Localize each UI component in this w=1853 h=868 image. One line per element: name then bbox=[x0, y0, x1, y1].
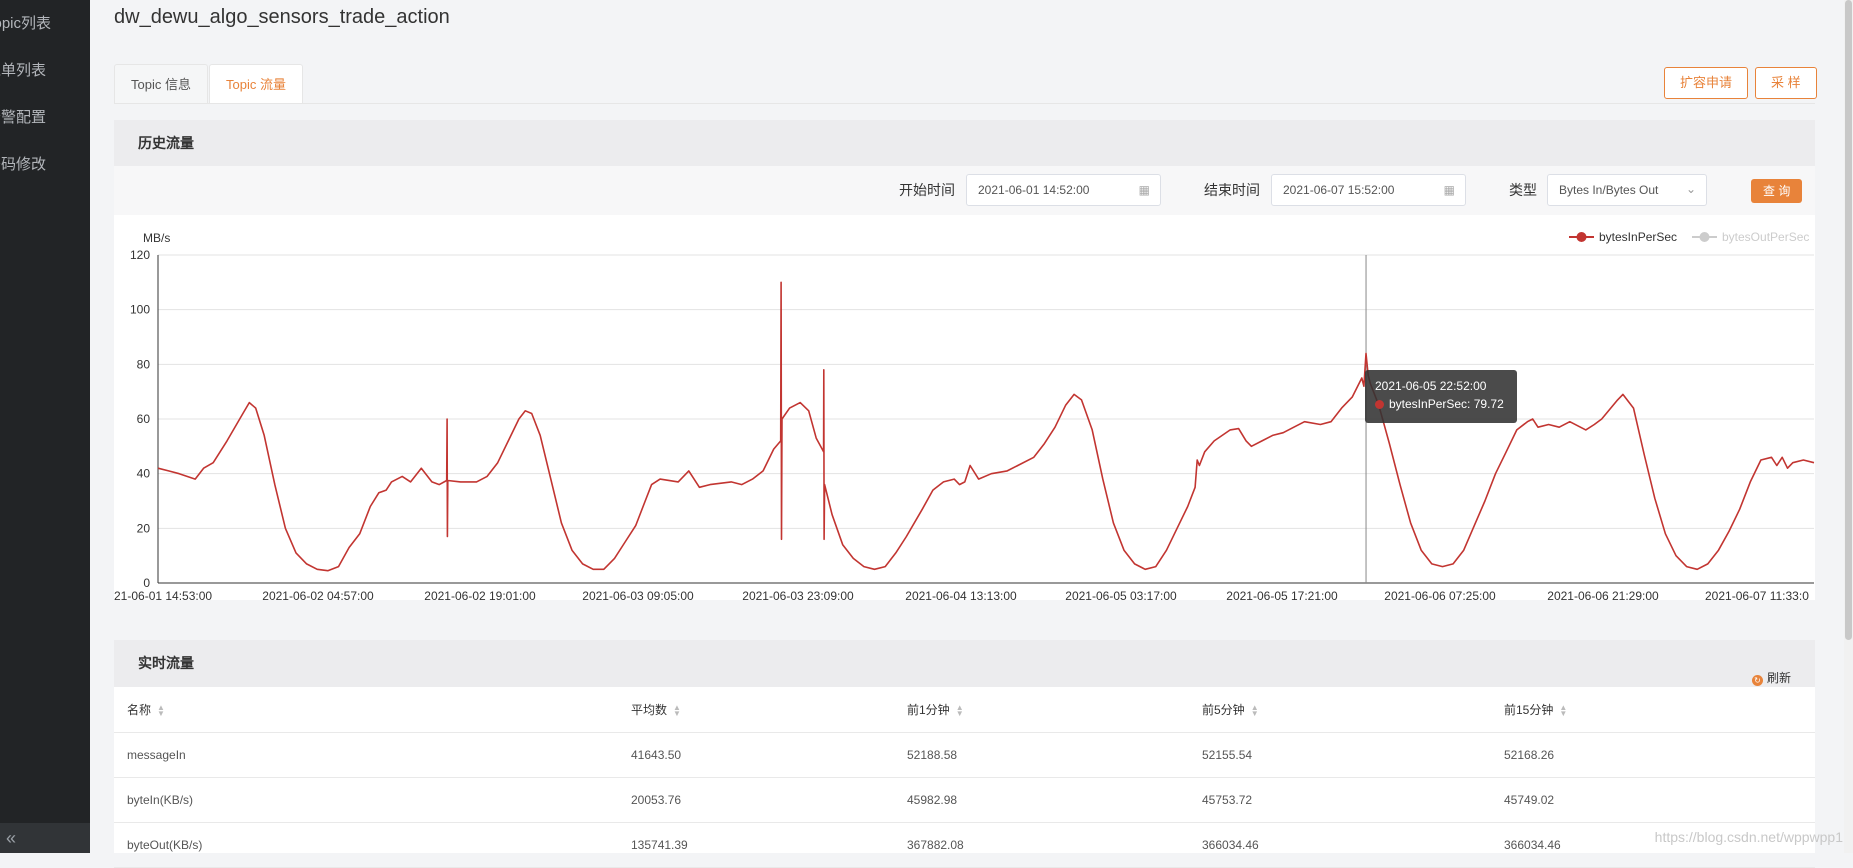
history-traffic-title: 历史流量 bbox=[114, 120, 1815, 166]
y-tick-label: 0 bbox=[143, 576, 150, 590]
sidebar-item-password-change[interactable]: 密码修改 bbox=[0, 156, 47, 173]
legend-marker-bytesInPerSec bbox=[1576, 232, 1587, 242]
type-select[interactable]: Bytes In/Bytes Out ⌄ bbox=[1547, 174, 1707, 206]
sidebar-item-topic-list[interactable]: Topic列表 bbox=[0, 15, 52, 32]
history-traffic-chart: 0 20 40 60 80 100 120 MB/s 21-06-01 14:53:00 2021… bbox=[114, 230, 1815, 600]
legend-marker-bytesOutPerSec bbox=[1699, 232, 1710, 242]
calendar-icon: ▦ bbox=[1443, 183, 1455, 197]
y-tick-label: 20 bbox=[137, 521, 151, 535]
sample-button[interactable]: 采 样 bbox=[1755, 67, 1817, 99]
cell-average: 135741.39 bbox=[618, 822, 894, 868]
sidebar: Topic列表 工单列表 告警配置 密码修改 « bbox=[0, 0, 90, 853]
x-tick-label: 2021-06-05 03:17:00 bbox=[1065, 589, 1177, 600]
cell-name: byteIn(KB/s) bbox=[114, 777, 618, 823]
cell-15min: 52168.26 bbox=[1491, 732, 1815, 778]
chart-tooltip: 2021-06-05 22:52:00 bytesInPerSec: 79.72 bbox=[1365, 370, 1517, 423]
filter-bar: 开始时间 2021-06-01 14:52:00 ▦ 结束时间 2021-06-… bbox=[114, 166, 1815, 215]
realtime-traffic-title: 实时流量 bbox=[138, 655, 194, 671]
x-tick-label: 2021-06-05 17:21:00 bbox=[1226, 589, 1338, 600]
start-time-label: 开始时间 bbox=[899, 182, 955, 198]
cell-1min: 52188.58 bbox=[894, 732, 1189, 778]
legend-label-bytesInPerSec: bytesInPerSec bbox=[1599, 230, 1677, 244]
sort-icon[interactable]: ▲ ▼ bbox=[157, 702, 165, 718]
sort-icon[interactable]: ▲ ▼ bbox=[955, 702, 964, 718]
sidebar-collapse-icon[interactable]: « bbox=[0, 823, 90, 853]
sort-icon[interactable]: ▲ ▼ bbox=[673, 702, 681, 718]
end-time-label: 结束时间 bbox=[1204, 182, 1260, 198]
tooltip-series: bytesInPerSec bbox=[1389, 397, 1468, 411]
type-select-value: Bytes In/Bytes Out bbox=[1559, 183, 1659, 197]
legend-label-bytesOutPerSec: bytesOutPerSec bbox=[1722, 230, 1809, 244]
x-tick-label: 2021-06-07 11:33:0 bbox=[1705, 589, 1809, 600]
realtime-table: 名称 ▲ ▼ 平均数 ▲ ▼ 前1分钟 ▲ ▼ 前5分钟 ▲ ▼ 前15分钟 ▲ ▼ message… bbox=[114, 687, 1815, 868]
scrollbar[interactable] bbox=[1844, 0, 1853, 853]
tabs-divider bbox=[114, 103, 1815, 104]
x-tick-label: 2021-06-02 19:01:00 bbox=[424, 589, 536, 600]
y-tick-label: 120 bbox=[130, 248, 150, 262]
y-tick-label: 80 bbox=[137, 357, 151, 371]
table-row: byteIn(KB/s) 20053.76 45982.98 45753.72 … bbox=[114, 777, 1815, 823]
table-header-row: 名称 ▲ ▼ 平均数 ▲ ▼ 前1分钟 ▲ ▼ 前5分钟 ▲ ▼ 前15分钟 ▲ ▼ bbox=[114, 687, 1815, 733]
cell-5min: 366034.46 bbox=[1189, 822, 1491, 868]
sidebar-item-ticket-list[interactable]: 工单列表 bbox=[0, 62, 47, 79]
sort-icon[interactable]: ▲ ▼ bbox=[1559, 702, 1568, 718]
history-traffic-card: 历史流量 开始时间 2021-06-01 14:52:00 ▦ 结束时间 202… bbox=[114, 120, 1815, 600]
start-time-input[interactable]: 2021-06-01 14:52:00 ▦ bbox=[966, 174, 1161, 206]
sidebar-item-alert-config[interactable]: 告警配置 bbox=[0, 109, 47, 126]
x-tick-label: 2021-06-06 07:25:00 bbox=[1384, 589, 1496, 600]
column-header-1min[interactable]: 前1分钟 ▲ ▼ bbox=[894, 687, 1189, 733]
x-tick-label: 2021-06-04 13:13:00 bbox=[905, 589, 1017, 600]
cell-1min: 367882.08 bbox=[894, 822, 1189, 868]
start-time-value: 2021-06-01 14:52:00 bbox=[978, 183, 1090, 197]
column-header-5min[interactable]: 前5分钟 ▲ ▼ bbox=[1189, 687, 1491, 733]
cell-5min: 52155.54 bbox=[1189, 732, 1491, 778]
tooltip-time: 2021-06-05 22:52:00 bbox=[1375, 379, 1487, 393]
x-tick-label: 2021-06-06 21:29:00 bbox=[1547, 589, 1659, 600]
cell-15min: 45749.02 bbox=[1491, 777, 1815, 823]
calendar-icon: ▦ bbox=[1138, 183, 1150, 197]
y-tick-label: 40 bbox=[137, 467, 151, 481]
x-tick-label: 21-06-01 14:53:00 bbox=[114, 589, 212, 600]
cell-1min: 45982.98 bbox=[894, 777, 1189, 823]
table-row: messageIn 41643.50 52188.58 52155.54 521… bbox=[114, 732, 1815, 778]
sort-icon[interactable]: ▲ ▼ bbox=[1250, 702, 1259, 718]
scrollbar-thumb[interactable] bbox=[1845, 0, 1852, 640]
cell-name: messageIn bbox=[114, 732, 618, 778]
tooltip-series-dot-icon bbox=[1375, 400, 1384, 409]
x-tick-label: 2021-06-02 04:57:00 bbox=[262, 589, 374, 600]
expand-request-button[interactable]: 扩容申请 bbox=[1664, 67, 1749, 99]
end-time-input[interactable]: 2021-06-07 15:52:00 ▦ bbox=[1271, 174, 1466, 206]
tab-topic-info[interactable]: Topic 信息 bbox=[114, 64, 208, 103]
y-axis-label: MB/s bbox=[143, 231, 170, 245]
table-row: byteOut(KB/s) 135741.39 367882.08 366034… bbox=[114, 822, 1815, 868]
refresh-button[interactable]: ↻ 刷新 bbox=[1751, 655, 1791, 702]
column-header-15min[interactable]: 前15分钟 ▲ ▼ bbox=[1491, 687, 1815, 733]
series-line-bytesInPerSec bbox=[157, 281, 1815, 572]
x-tick-label: 2021-06-03 23:09:00 bbox=[742, 589, 854, 600]
cell-average: 20053.76 bbox=[618, 777, 894, 823]
cell-average: 41643.50 bbox=[618, 732, 894, 778]
query-button[interactable]: 查 询 bbox=[1751, 179, 1803, 203]
realtime-traffic-header: 实时流量 ↻ 刷新 bbox=[114, 640, 1815, 687]
column-header-average[interactable]: 平均数 ▲ ▼ bbox=[618, 687, 894, 733]
tooltip-value: 79.72 bbox=[1473, 397, 1504, 411]
cell-5min: 45753.72 bbox=[1189, 777, 1491, 823]
realtime-traffic-card: 实时流量 ↻ 刷新 名称 ▲ ▼ 平均数 ▲ ▼ 前1分钟 ▲ ▼ 前5分钟 ▲ ▼ 前15分钟 ▲… bbox=[114, 640, 1815, 868]
column-header-name[interactable]: 名称 ▲ ▼ bbox=[114, 687, 618, 733]
refresh-label: 刷新 bbox=[1766, 671, 1791, 685]
watermark: https://blog.csdn.net/wppwpp1 bbox=[1654, 829, 1843, 845]
refresh-icon: ↻ bbox=[1751, 675, 1763, 686]
x-tick-label: 2021-06-03 09:05:00 bbox=[582, 589, 694, 600]
chevron-down-icon: ⌄ bbox=[1685, 182, 1696, 196]
page-title: dw_dewu_algo_sensors_trade_action bbox=[114, 6, 450, 28]
end-time-value: 2021-06-07 15:52:00 bbox=[1283, 183, 1395, 197]
tab-topic-traffic[interactable]: Topic 流量 bbox=[209, 64, 303, 104]
y-tick-label: 60 bbox=[137, 412, 151, 426]
cell-name: byteOut(KB/s) bbox=[114, 822, 618, 868]
y-tick-label: 100 bbox=[130, 303, 150, 317]
type-label: 类型 bbox=[1509, 182, 1537, 198]
